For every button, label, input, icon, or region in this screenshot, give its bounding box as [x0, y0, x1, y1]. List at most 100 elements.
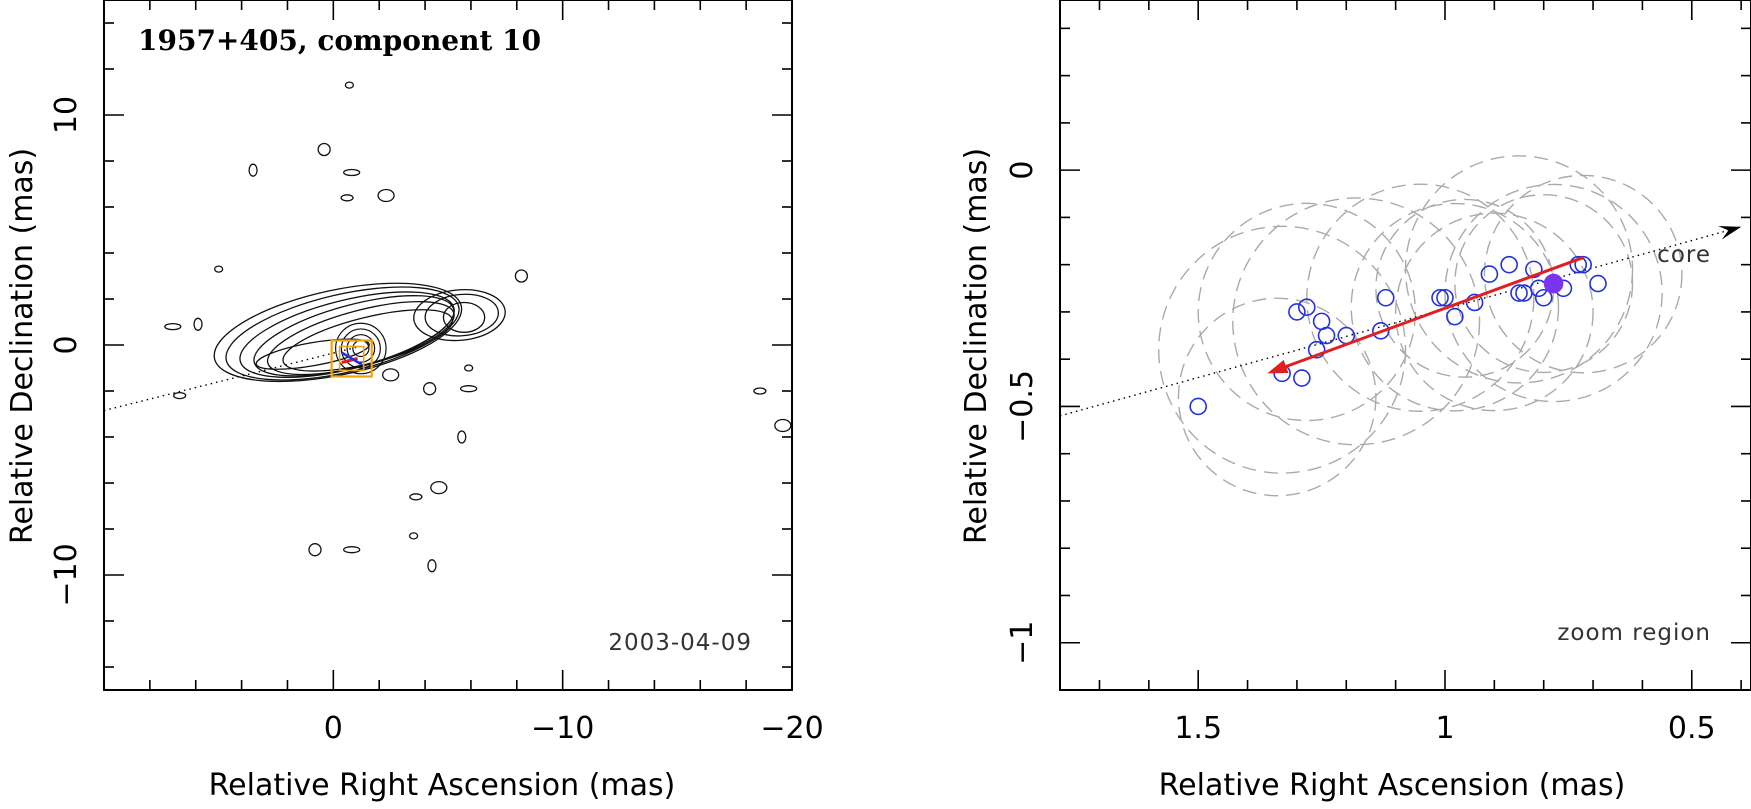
noise-contour [753, 387, 767, 395]
noise-contour [193, 317, 203, 331]
core-contour [346, 334, 376, 363]
reference-point [1543, 273, 1564, 294]
x-axis-title: Relative Right Ascension (mas) [1159, 768, 1626, 803]
component-point [1293, 369, 1311, 387]
noise-contour [430, 480, 448, 495]
panel-right: 1.5 1 0.5 0 −0.5 −1 core zoom region Relative… [959, 0, 1751, 803]
noise-contour [427, 559, 437, 573]
component-point [1510, 284, 1528, 302]
noise-contour [409, 493, 423, 501]
noise-contour [459, 385, 478, 393]
error-circles [1158, 155, 1683, 497]
component-point [1288, 303, 1306, 321]
component-point [1569, 255, 1588, 274]
axes: 1.5 1 0.5 0 −0.5 −1 [1005, 0, 1751, 746]
noise-contour [317, 142, 331, 157]
component-point [1534, 288, 1553, 307]
x-axis-title: Relative Right Ascension (mas) [209, 768, 676, 803]
plot-frame [103, 0, 793, 691]
error-circle [1306, 183, 1535, 412]
noise-contour [340, 194, 354, 202]
error-circle [1454, 194, 1634, 374]
noise-contour [343, 168, 361, 177]
component-cluster-mini [340, 351, 363, 366]
zoom-region-box [330, 339, 373, 378]
noise-contour [463, 364, 474, 372]
noise-contour [344, 81, 355, 89]
y-tick-label: −1 [1005, 621, 1040, 665]
y-tick-label: 0 [49, 335, 84, 354]
core-label: core [1657, 242, 1711, 268]
component-point [1480, 265, 1499, 283]
core-direction-arrowhead [1718, 225, 1742, 240]
error-circle [1177, 297, 1377, 497]
noise-contour [457, 430, 467, 444]
component-point [1465, 293, 1484, 312]
component-point [1431, 288, 1449, 307]
noise-contour [423, 382, 437, 396]
jet-contour [213, 282, 463, 383]
component-point [1297, 298, 1316, 316]
zoom-region-box-inner [338, 345, 365, 372]
epoch-label: 2003-04-09 [608, 630, 752, 656]
x-tick-label: 1.5 [1174, 711, 1222, 746]
error-circle [1197, 202, 1417, 422]
noise-contour [308, 543, 322, 557]
jet-contour [413, 289, 506, 342]
jet-contour [442, 301, 486, 333]
y-tick-label: −0.5 [1005, 370, 1040, 443]
y-axis-title: Relative Declination (mas) [959, 148, 994, 544]
x-tick-label: 1 [1435, 711, 1454, 746]
jet-axis-line [1059, 226, 1742, 417]
x-tick-label: 0.5 [1668, 711, 1716, 746]
noise-contour [514, 269, 529, 283]
y-tick-label: 0 [1005, 161, 1040, 180]
core-contour [340, 328, 381, 369]
scatter-points [1189, 255, 1607, 416]
error-circle [1158, 225, 1407, 474]
noise-contour [774, 418, 792, 433]
component-point [1436, 288, 1454, 307]
noise-contour [382, 368, 400, 382]
error-circle [1404, 155, 1634, 384]
component-point [1446, 307, 1464, 326]
error-circle [1375, 198, 1555, 378]
jet-contour [255, 338, 370, 370]
noise-contour [214, 265, 224, 273]
noise-contour [164, 322, 182, 331]
jet-contour [424, 293, 500, 337]
noise-contour [173, 391, 187, 400]
component-point [1525, 260, 1543, 279]
noise-contour [248, 163, 258, 177]
motion-vector [1267, 256, 1584, 374]
motion-vector-shaft [1278, 256, 1584, 371]
zoom-region-label: zoom region [1557, 620, 1711, 646]
noise-contour [343, 546, 361, 554]
motion-vector-arrowhead [1267, 359, 1289, 374]
component-point [1312, 312, 1331, 331]
error-circle [1444, 183, 1663, 403]
component-point [1372, 322, 1390, 340]
y-tick-label: 10 [49, 96, 84, 134]
component-point [1376, 288, 1395, 307]
panel-left: 0 −10 −20 10 0 −10 1957+405, component 10 200… [5, 0, 824, 803]
component-point [1189, 397, 1207, 416]
jet-contour [239, 291, 455, 379]
y-tick-label: −10 [49, 543, 84, 606]
error-circle [1483, 174, 1683, 374]
y-axis-title: Relative Declination (mas) [5, 148, 40, 544]
contour-layer [164, 81, 792, 573]
core-contour [335, 322, 387, 375]
plot-frame [1059, 0, 1751, 691]
component-point [1500, 255, 1518, 274]
error-circle [1394, 212, 1594, 412]
panel-title: 1957+405, component 10 [138, 24, 541, 57]
noise-contour [377, 188, 395, 203]
x-tick-label: 0 [324, 711, 343, 746]
component-point [1574, 255, 1592, 274]
error-circle [1232, 197, 1481, 446]
noise-contour [408, 532, 419, 540]
x-tick-label: −10 [531, 711, 594, 746]
x-tick-label: −20 [760, 711, 823, 746]
